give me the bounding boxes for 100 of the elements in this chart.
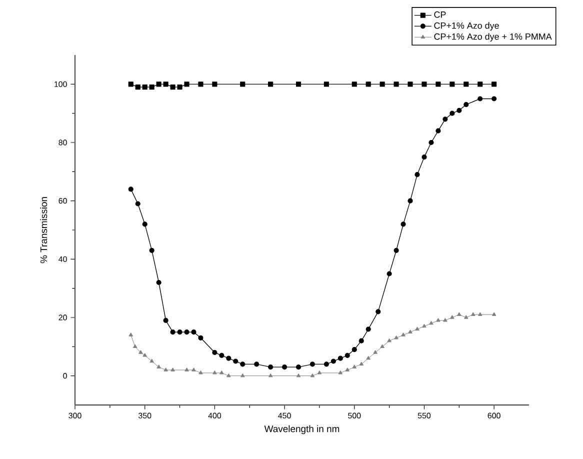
legend-label: CP+1% Azo dye + 1% PMMA	[434, 33, 552, 42]
point	[170, 84, 176, 90]
point	[212, 370, 217, 374]
point	[163, 82, 168, 87]
point	[450, 82, 455, 87]
point	[387, 338, 392, 342]
point	[142, 84, 148, 90]
point	[436, 82, 441, 87]
point	[400, 222, 406, 227]
point	[219, 352, 224, 358]
point	[352, 82, 357, 87]
point	[268, 364, 274, 370]
point	[191, 330, 196, 335]
point	[296, 373, 301, 378]
point	[150, 358, 154, 363]
point	[149, 248, 154, 253]
point	[464, 315, 468, 319]
point	[359, 362, 364, 366]
point	[198, 82, 204, 87]
point	[394, 82, 399, 87]
point	[192, 368, 196, 372]
point	[478, 312, 482, 316]
point	[345, 368, 350, 372]
point	[164, 368, 168, 372]
point	[492, 82, 497, 87]
point	[380, 82, 385, 87]
point	[470, 312, 476, 316]
point	[401, 332, 406, 336]
legend-label: CP+1% Azo dye	[434, 22, 499, 31]
point	[428, 140, 434, 146]
point	[436, 318, 440, 322]
legend-label: CP	[434, 11, 446, 18]
point	[366, 356, 371, 360]
point	[184, 330, 190, 335]
point	[394, 248, 399, 253]
point	[296, 364, 302, 370]
point	[149, 84, 154, 90]
point	[429, 320, 434, 325]
point	[240, 362, 246, 367]
point	[443, 318, 448, 322]
point	[358, 338, 364, 344]
point	[415, 326, 420, 331]
point	[156, 280, 162, 286]
point	[366, 326, 371, 332]
point	[135, 84, 140, 90]
point	[436, 128, 441, 134]
point	[386, 271, 392, 276]
point	[324, 362, 329, 367]
point	[450, 110, 455, 116]
point	[456, 108, 462, 113]
point	[478, 96, 483, 102]
point	[212, 350, 218, 356]
point	[132, 344, 138, 348]
point	[142, 352, 147, 357]
point	[240, 82, 246, 87]
point	[352, 364, 357, 368]
point	[282, 364, 288, 370]
point	[184, 82, 190, 87]
point	[394, 335, 398, 340]
point	[457, 312, 462, 316]
point	[338, 370, 343, 374]
point	[464, 82, 469, 87]
point	[226, 373, 231, 378]
point	[352, 347, 357, 352]
point	[478, 82, 483, 87]
point	[408, 82, 413, 87]
point	[198, 370, 203, 374]
point	[324, 82, 329, 87]
point	[128, 82, 134, 87]
y-axis-title: % Transmission	[40, 197, 48, 264]
point	[310, 373, 315, 378]
point	[163, 318, 168, 323]
point	[254, 362, 260, 367]
point	[240, 373, 245, 378]
point	[422, 82, 427, 87]
point	[268, 82, 274, 87]
point	[450, 315, 454, 319]
point	[170, 330, 176, 335]
point	[442, 116, 448, 122]
point	[422, 154, 427, 160]
point	[414, 172, 420, 178]
point	[177, 84, 182, 90]
point	[220, 370, 224, 374]
point	[492, 96, 497, 102]
point	[128, 332, 134, 336]
point	[380, 344, 384, 348]
point	[156, 364, 161, 368]
point	[233, 358, 238, 364]
point	[338, 356, 343, 361]
point	[198, 335, 204, 340]
point	[170, 368, 175, 372]
point	[464, 102, 469, 108]
point	[408, 198, 413, 204]
x-axis-title: Wavelength in nm	[264, 425, 340, 434]
point	[156, 82, 162, 87]
point	[366, 82, 371, 87]
point	[310, 362, 316, 367]
point	[492, 312, 496, 316]
point	[317, 370, 322, 374]
point	[422, 324, 426, 328]
